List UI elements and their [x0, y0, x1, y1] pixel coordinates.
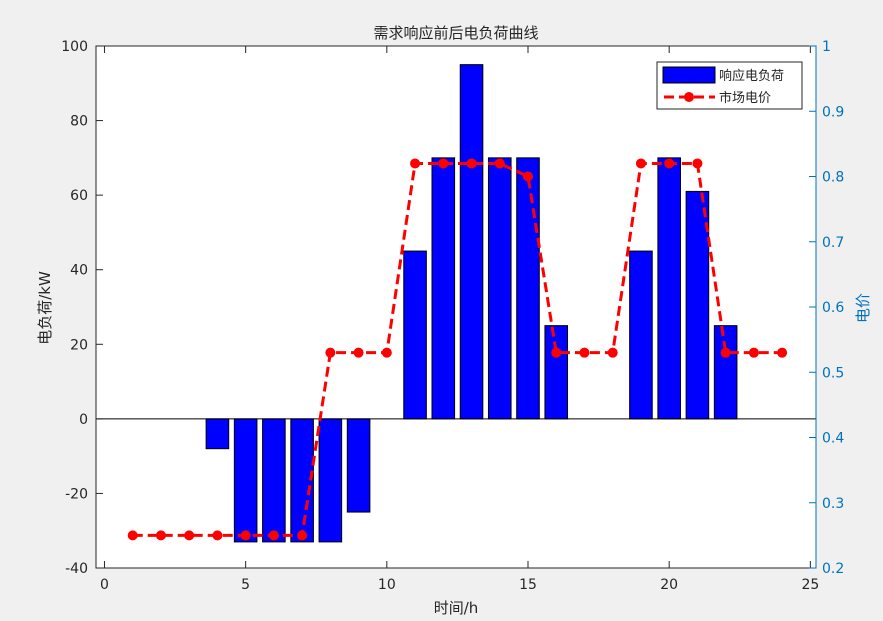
x-tick-label: 25	[801, 577, 819, 593]
bar	[544, 325, 569, 420]
price-point	[438, 158, 449, 169]
price-point	[579, 347, 590, 358]
x-axis-ticks: 0 5 10 15 20 25	[100, 46, 819, 593]
y-tick-label: -20	[65, 486, 88, 502]
bar	[403, 250, 427, 420]
price-point	[127, 530, 138, 541]
bar	[233, 418, 258, 543]
y-tick-label: 20	[70, 337, 88, 353]
y-tick-label: -40	[65, 561, 88, 577]
y-tick-label: 40	[70, 263, 88, 279]
price-point	[664, 158, 675, 169]
price-point	[325, 347, 336, 358]
legend-swatch-bar	[662, 66, 716, 84]
bar	[657, 157, 681, 420]
price-point	[494, 158, 505, 169]
price-point	[410, 158, 421, 169]
price-point	[155, 530, 166, 541]
y-axis-ticks: -40 -20 0 20 40 60 80 100	[61, 39, 103, 577]
price-point	[523, 171, 533, 182]
x-tick-label: 20	[660, 577, 678, 593]
price-point	[240, 530, 251, 541]
price-point	[607, 347, 618, 358]
price-point	[777, 347, 788, 358]
price-point	[720, 347, 731, 358]
bar	[629, 250, 653, 420]
bar	[205, 418, 230, 450]
price-point	[466, 158, 477, 169]
bar	[262, 418, 286, 543]
y-axis-right-label: 电价	[854, 293, 872, 323]
y-right-tick-label: 0.3	[822, 496, 844, 512]
x-axis-label: 时间/h	[434, 599, 479, 617]
bar	[516, 157, 540, 420]
price-point	[381, 347, 392, 358]
legend: 响应电负荷 市场电价	[656, 61, 803, 110]
price-point	[551, 347, 562, 358]
price-point	[212, 530, 223, 541]
legend-swatch-marker	[684, 92, 694, 102]
bar	[318, 418, 343, 543]
bar	[713, 325, 738, 420]
price-point	[353, 347, 364, 358]
price-point	[297, 530, 308, 541]
legend-label-bar: 响应电负荷	[719, 68, 784, 84]
chart-title: 需求响应前后电负荷曲线	[373, 24, 538, 42]
y-tick-label: 0	[79, 412, 88, 428]
y-right-tick-label: 0.4	[822, 431, 844, 447]
x-tick-label: 15	[519, 577, 537, 593]
bar-series	[205, 64, 738, 543]
y-axis-label: 电负荷/kW	[36, 271, 54, 345]
y-tick-label: 100	[61, 39, 88, 55]
price-point	[184, 530, 195, 541]
bar	[487, 157, 512, 420]
bar	[459, 64, 484, 420]
x-tick-label: 5	[241, 577, 250, 593]
bar	[290, 418, 314, 543]
y-right-tick-label: 0.6	[822, 300, 844, 316]
legend-label-line: 市场电价	[719, 90, 771, 106]
bar	[346, 418, 371, 513]
price-point	[268, 530, 279, 541]
price-point	[692, 158, 703, 169]
y-right-tick-label: 0.9	[822, 104, 844, 120]
y-tick-label: 80	[70, 114, 88, 130]
y-right-tick-label: 0.7	[822, 235, 844, 251]
bar	[431, 157, 456, 420]
y-right-tick-label: 0.8	[822, 170, 844, 186]
price-point	[748, 347, 759, 358]
y-right-tick-label: 0.2	[822, 561, 844, 577]
y-right-tick-label: 0.5	[822, 365, 844, 381]
price-point	[635, 158, 646, 169]
x-tick-label: 10	[378, 577, 396, 593]
y-axis-right-ticks: 0.2 0.3 0.4 0.5 0.6 0.7 0.8 0.9 1	[809, 39, 844, 577]
x-tick-label: 0	[100, 577, 109, 593]
y-right-tick-label: 1	[822, 39, 831, 55]
y-tick-label: 60	[70, 188, 88, 204]
price-line-series	[127, 158, 788, 541]
